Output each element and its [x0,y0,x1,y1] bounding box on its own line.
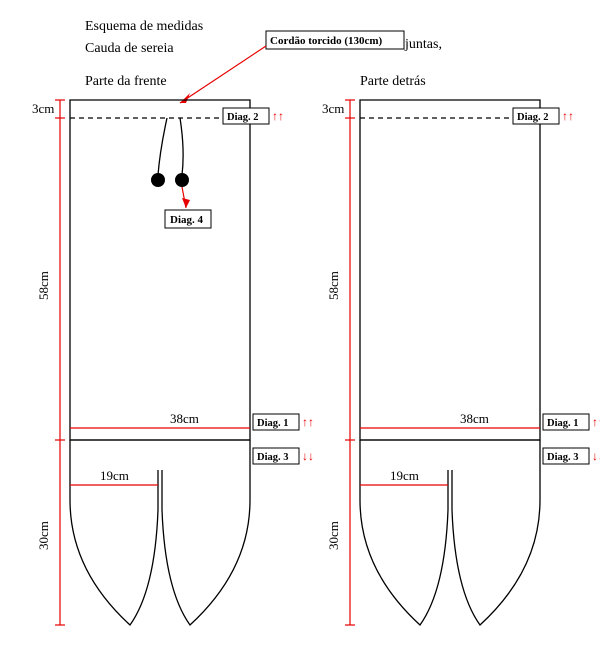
back-d3: Diag. 3 [547,452,579,463]
back-d3-arr: ↓↓ [592,449,600,463]
back-d2: Diag. 2 [517,112,549,123]
pompom-left [151,173,165,187]
back-38cm: 38cm [460,411,489,426]
back-tail-right [452,440,540,625]
front-panel: Diag. 4 3cm 58cm 30cm 38cm 19cm Diag. 2 … [32,100,314,625]
back-30cm: 30cm [326,521,341,550]
d4-label: Diag. 4 [170,214,204,226]
back-panel: 3cm 58cm 30cm 38cm 19cm Diag. 2 ↑↑ Diag.… [322,100,600,625]
front-30cm: 30cm [36,521,51,550]
front-body-outline [70,100,250,440]
front-38cm: 38cm [170,411,199,426]
front-d2: Diag. 2 [227,112,259,123]
cord-label: Cordão torcido (130cm) [270,35,383,47]
diagram-root: Esquema de medidas Cauda de sereia Parte… [0,0,600,652]
cord-arrow-line [180,46,266,103]
title-line-1: Esquema de medidas [85,19,203,34]
back-d1: Diag. 1 [547,418,579,429]
back-58cm: 58cm [326,271,341,300]
back-d1-arr: ↑↑ [592,415,600,429]
front-d1: Diag. 1 [257,418,289,429]
back-d2-arr: ↑↑ [562,109,574,123]
back-19cm: 19cm [390,468,419,483]
back-3cm: 3cm [322,101,344,116]
juntas-label: juntas, [404,37,442,52]
front-58cm: 58cm [36,271,51,300]
front-tail-right [162,440,250,625]
front-3cm: 3cm [32,101,54,116]
title-line-2: Cauda de sereia [85,41,174,56]
cord-left [158,118,167,175]
cord-right [180,118,183,175]
d4-arrow-head [182,198,190,208]
back-title: Parte detrás [360,74,426,89]
title-line-3: Parte da frente [85,74,167,89]
pompom-right [175,173,189,187]
back-body-outline [360,100,540,440]
front-d2-arr: ↑↑ [272,109,284,123]
front-d3-arr: ↓↓ [302,449,314,463]
front-d3: Diag. 3 [257,452,289,463]
front-d1-arr: ↑↑ [302,415,314,429]
front-19cm: 19cm [100,468,129,483]
